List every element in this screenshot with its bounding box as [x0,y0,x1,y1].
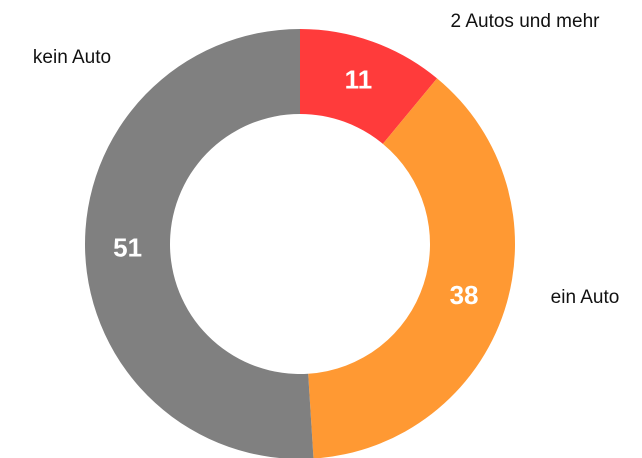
donut-segment [300,29,438,144]
data-label: 51 [113,232,142,262]
category-label: ein Auto [551,287,620,308]
category-label: kein Auto [33,47,111,68]
data-label: 38 [450,280,479,310]
donut-segment [308,78,515,458]
data-label: 11 [345,65,373,95]
category-label: 2 Autos und mehr [451,11,601,32]
donut-segment [85,29,314,458]
